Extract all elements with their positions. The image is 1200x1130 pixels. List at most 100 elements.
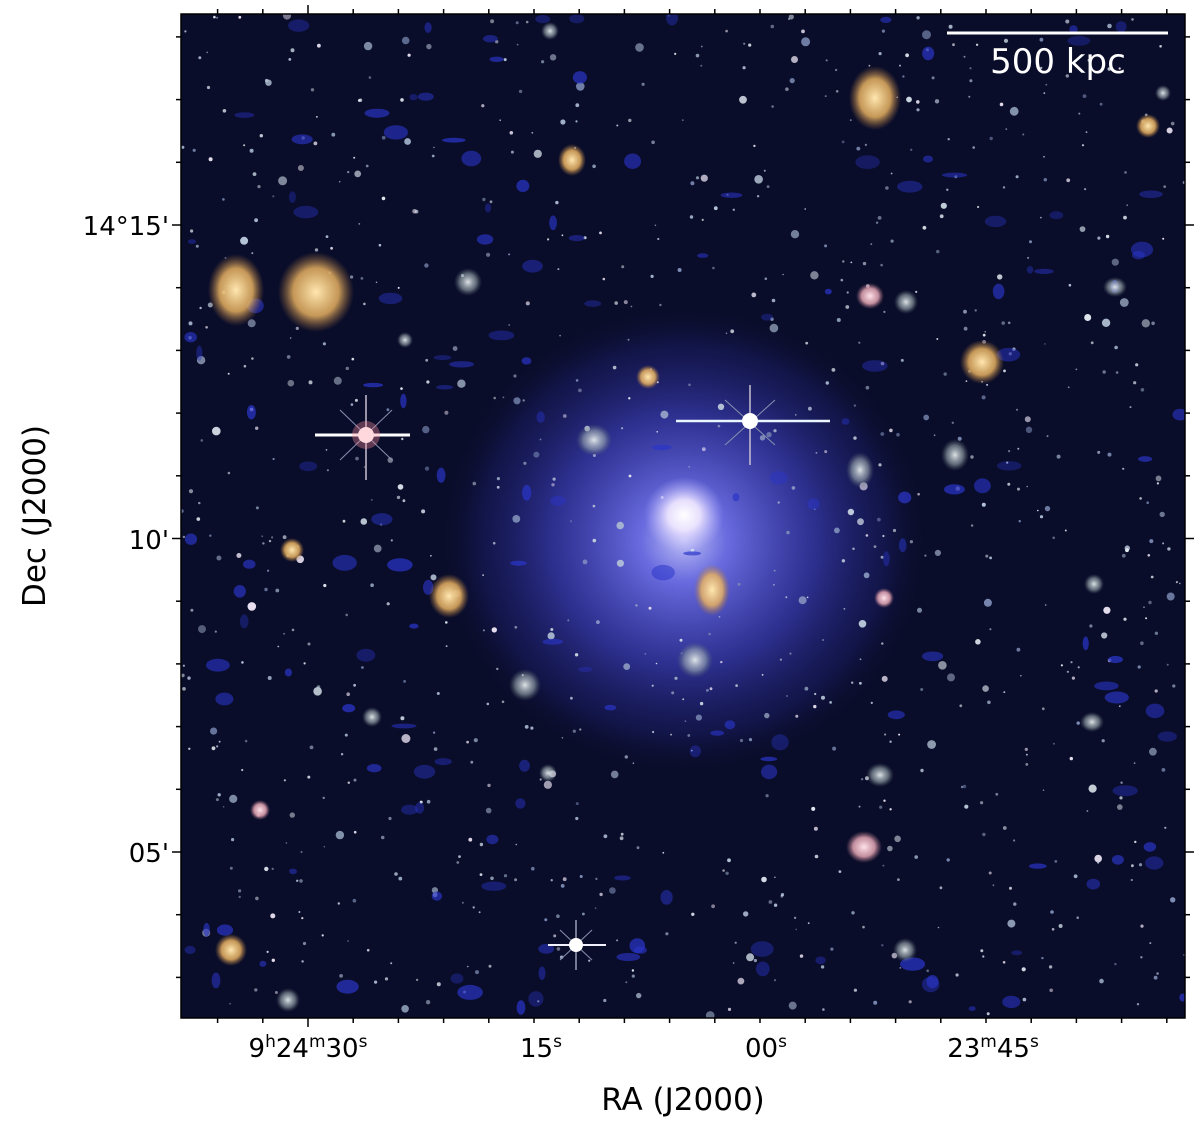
star-point bbox=[1006, 461, 1009, 464]
star-point bbox=[1101, 632, 1108, 639]
star-point bbox=[592, 538, 597, 543]
blue-patch bbox=[898, 491, 912, 504]
star-point bbox=[299, 879, 303, 883]
star-point bbox=[366, 948, 370, 952]
star-point bbox=[788, 14, 794, 20]
star-point bbox=[655, 662, 658, 665]
star-point bbox=[763, 169, 766, 172]
star-point bbox=[821, 695, 825, 700]
blue-patch bbox=[841, 418, 850, 425]
star-point bbox=[530, 726, 534, 730]
star-point bbox=[727, 858, 731, 863]
star-point bbox=[300, 851, 303, 853]
star-point bbox=[313, 687, 322, 696]
star-point bbox=[1020, 674, 1022, 677]
star-point bbox=[887, 845, 893, 852]
star-point bbox=[289, 337, 292, 339]
star-point bbox=[720, 660, 723, 664]
star-point bbox=[380, 835, 385, 840]
star-point bbox=[711, 904, 715, 909]
blue-patch bbox=[549, 215, 557, 231]
star-point bbox=[859, 681, 862, 685]
star-point bbox=[401, 36, 410, 45]
galaxy bbox=[874, 588, 894, 608]
blue-patch bbox=[944, 484, 965, 495]
star-point bbox=[1044, 604, 1047, 606]
star-point bbox=[1017, 447, 1020, 450]
galaxy bbox=[849, 66, 901, 130]
blue-patch bbox=[184, 945, 196, 955]
star-point bbox=[182, 664, 185, 667]
blue-patch bbox=[761, 313, 774, 321]
star-point bbox=[424, 263, 429, 268]
star-point bbox=[205, 326, 208, 329]
star-point bbox=[419, 800, 423, 804]
star-point bbox=[1044, 343, 1046, 345]
star-point bbox=[1101, 318, 1111, 327]
star-point bbox=[627, 338, 630, 341]
blue-patch bbox=[366, 764, 382, 773]
star-point bbox=[1007, 321, 1011, 325]
star-point bbox=[485, 807, 492, 814]
star-point bbox=[732, 962, 735, 964]
star-point bbox=[458, 855, 461, 858]
star-point bbox=[264, 866, 269, 872]
star-point bbox=[314, 248, 319, 252]
blue-patch bbox=[415, 802, 425, 814]
star-point bbox=[1107, 67, 1112, 71]
star-point bbox=[340, 753, 344, 756]
star-point bbox=[1129, 406, 1132, 409]
star-point bbox=[466, 740, 469, 744]
star-point bbox=[674, 52, 677, 56]
star-point bbox=[572, 729, 576, 733]
star-point bbox=[1009, 106, 1019, 116]
star-point bbox=[1037, 509, 1039, 512]
blue-patch bbox=[760, 756, 778, 762]
star-point bbox=[890, 239, 894, 243]
star-point bbox=[360, 277, 364, 280]
y-axis-label: Dec (J2000) bbox=[17, 425, 53, 607]
star-point bbox=[989, 628, 992, 631]
star-point bbox=[358, 223, 361, 225]
star-point bbox=[404, 138, 411, 145]
star-point bbox=[415, 978, 419, 982]
blue-patch bbox=[383, 125, 408, 140]
star-point bbox=[401, 734, 411, 743]
star-point bbox=[1162, 542, 1165, 545]
bright-star-bottom bbox=[548, 920, 606, 970]
star-point bbox=[989, 136, 993, 141]
galaxy bbox=[539, 764, 557, 782]
star-point bbox=[813, 826, 818, 831]
scale-bar-label: 500 kpc bbox=[990, 42, 1126, 82]
star-point bbox=[444, 410, 449, 415]
star-point bbox=[1015, 175, 1019, 179]
star-point bbox=[592, 504, 596, 508]
star-point bbox=[301, 960, 304, 963]
galaxy bbox=[558, 144, 586, 176]
star-point bbox=[268, 539, 272, 543]
star-point bbox=[503, 874, 508, 878]
star-point bbox=[559, 334, 561, 337]
blue-patch bbox=[484, 203, 492, 213]
star-point bbox=[603, 834, 608, 839]
star-point bbox=[665, 932, 669, 936]
star-point bbox=[1064, 529, 1067, 532]
star-point bbox=[195, 244, 199, 248]
star-point bbox=[995, 792, 999, 796]
blue-patch bbox=[968, 1006, 976, 1011]
star-point bbox=[323, 583, 327, 588]
star-point bbox=[799, 954, 804, 958]
blue-patch bbox=[1002, 995, 1021, 1009]
star-point bbox=[1175, 581, 1178, 584]
star-point bbox=[1146, 501, 1149, 505]
star-point bbox=[985, 554, 989, 558]
star-point bbox=[1071, 676, 1075, 680]
star-point bbox=[1081, 144, 1085, 147]
star-point bbox=[547, 238, 550, 241]
star-point bbox=[631, 969, 635, 972]
star-point bbox=[229, 1002, 231, 1005]
star-point bbox=[841, 140, 845, 144]
star-point bbox=[825, 59, 828, 62]
star-point bbox=[841, 559, 846, 563]
star-point bbox=[596, 620, 600, 624]
